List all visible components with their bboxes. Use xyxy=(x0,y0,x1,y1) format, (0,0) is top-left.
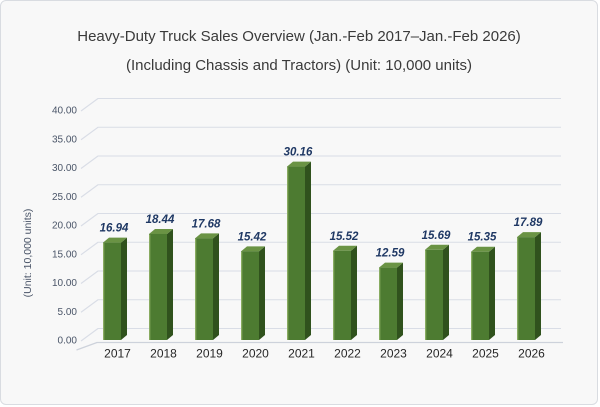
bar-top-face xyxy=(103,237,127,243)
bar-front-face xyxy=(287,166,305,340)
bar-2017 xyxy=(103,237,127,340)
y-tick-label-30: 30.00 xyxy=(52,163,77,174)
bar-top-face xyxy=(379,262,403,268)
chart-title: Heavy-Duty Truck Sales Overview (Jan.-Fe… xyxy=(77,28,521,45)
gridline-10 xyxy=(80,270,561,284)
x-tick-label-2023: 2023 xyxy=(380,347,407,361)
bar-top-face xyxy=(425,244,449,250)
bar-2022 xyxy=(333,245,357,340)
x-tick-label-2024: 2024 xyxy=(426,347,453,361)
bar-value-label-2021: 30.16 xyxy=(284,147,313,159)
x-tick-label-2026: 2026 xyxy=(518,347,545,361)
gridline-25 xyxy=(80,184,561,198)
y-tick-label-10: 10.00 xyxy=(52,278,77,289)
y-tick-label-25: 25.00 xyxy=(52,192,77,203)
bar-2024 xyxy=(425,244,449,340)
chart-subtitle: (Including Chassis and Tractors) (Unit: … xyxy=(126,57,472,74)
x-tick-label-2021: 2021 xyxy=(288,347,315,361)
bar-side-face xyxy=(489,246,495,340)
bar-front-face xyxy=(333,250,351,340)
bar-side-face xyxy=(443,244,449,340)
bar-value-label-2026: 17.89 xyxy=(514,217,543,229)
y-tick-label-5: 5.00 xyxy=(58,307,78,318)
bar-2025 xyxy=(471,246,495,340)
bar-top-face xyxy=(517,232,541,238)
bar-top-face xyxy=(149,228,173,234)
bar-front-face xyxy=(195,238,213,340)
x-tick-label-2020: 2020 xyxy=(242,347,269,361)
y-tick-label-35: 35.00 xyxy=(52,134,77,145)
bar-top-face xyxy=(241,246,265,252)
bar-2023 xyxy=(379,262,403,340)
bar-value-label-2022: 15.52 xyxy=(330,231,359,243)
bar-front-face xyxy=(149,233,167,340)
bar-side-face xyxy=(397,262,403,340)
bar-side-face xyxy=(351,245,357,340)
bar-value-label-2020: 15.42 xyxy=(238,231,267,243)
bar-side-face xyxy=(213,233,219,340)
bar-front-face xyxy=(379,267,397,340)
bar-side-face xyxy=(121,237,127,340)
bar-front-face xyxy=(471,251,489,340)
x-tick-label-2025: 2025 xyxy=(472,347,499,361)
y-tick-label-40: 40.00 xyxy=(52,106,77,117)
gridline-35 xyxy=(80,126,561,141)
x-tick-label-2017: 2017 xyxy=(104,347,131,361)
bar-2026 xyxy=(517,232,541,340)
gridline-layer xyxy=(76,97,563,351)
x-tick-label-2018: 2018 xyxy=(150,347,177,361)
bar-side-face xyxy=(259,246,265,340)
bar-2019 xyxy=(195,233,219,340)
gridline-30 xyxy=(80,155,561,169)
bar-value-label-2024: 15.69 xyxy=(422,230,451,242)
bar-front-face xyxy=(425,249,443,340)
floor-edge-line xyxy=(76,341,563,351)
bar-2018 xyxy=(149,228,173,340)
bar-front-face xyxy=(241,251,259,340)
gridline-40 xyxy=(80,97,561,112)
bar-front-face xyxy=(103,242,121,340)
bar-top-face xyxy=(195,233,219,239)
bar-value-label-2025: 15.35 xyxy=(468,232,497,244)
gridline-0 xyxy=(80,327,561,342)
y-tick-label-0: 0.00 xyxy=(58,336,78,347)
bar-layer xyxy=(103,161,541,340)
gridline-15 xyxy=(80,241,561,256)
x-tick-label-2019: 2019 xyxy=(196,347,223,361)
bar-value-label-2019: 17.68 xyxy=(192,218,221,230)
bar-side-face xyxy=(167,228,173,340)
gridline-20 xyxy=(80,212,561,227)
label-layer: 0.00 5.00 10.00 15.00 20.00 25.00 30.00 35.00 40… xyxy=(52,106,545,361)
x-tick-label-2022: 2022 xyxy=(334,347,361,361)
bar-value-label-2017: 16.94 xyxy=(100,223,129,235)
y-tick-label-20: 20.00 xyxy=(52,221,77,232)
bar-top-face xyxy=(333,245,357,251)
y-tick-label-15: 15.00 xyxy=(52,249,77,260)
bar-2021 xyxy=(287,161,311,340)
bar-side-face xyxy=(535,232,541,340)
bar-value-label-2018: 18.44 xyxy=(146,214,175,226)
gridline-5 xyxy=(80,299,561,313)
bar-top-face xyxy=(471,246,495,252)
bar-value-label-2023: 12.59 xyxy=(376,248,405,260)
bar-top-face xyxy=(287,161,311,167)
bar-front-face xyxy=(517,237,535,340)
bar-side-face xyxy=(305,161,311,340)
y-axis-title: (Unit: 10,000 units) xyxy=(22,209,34,298)
bar-2020 xyxy=(241,246,265,340)
